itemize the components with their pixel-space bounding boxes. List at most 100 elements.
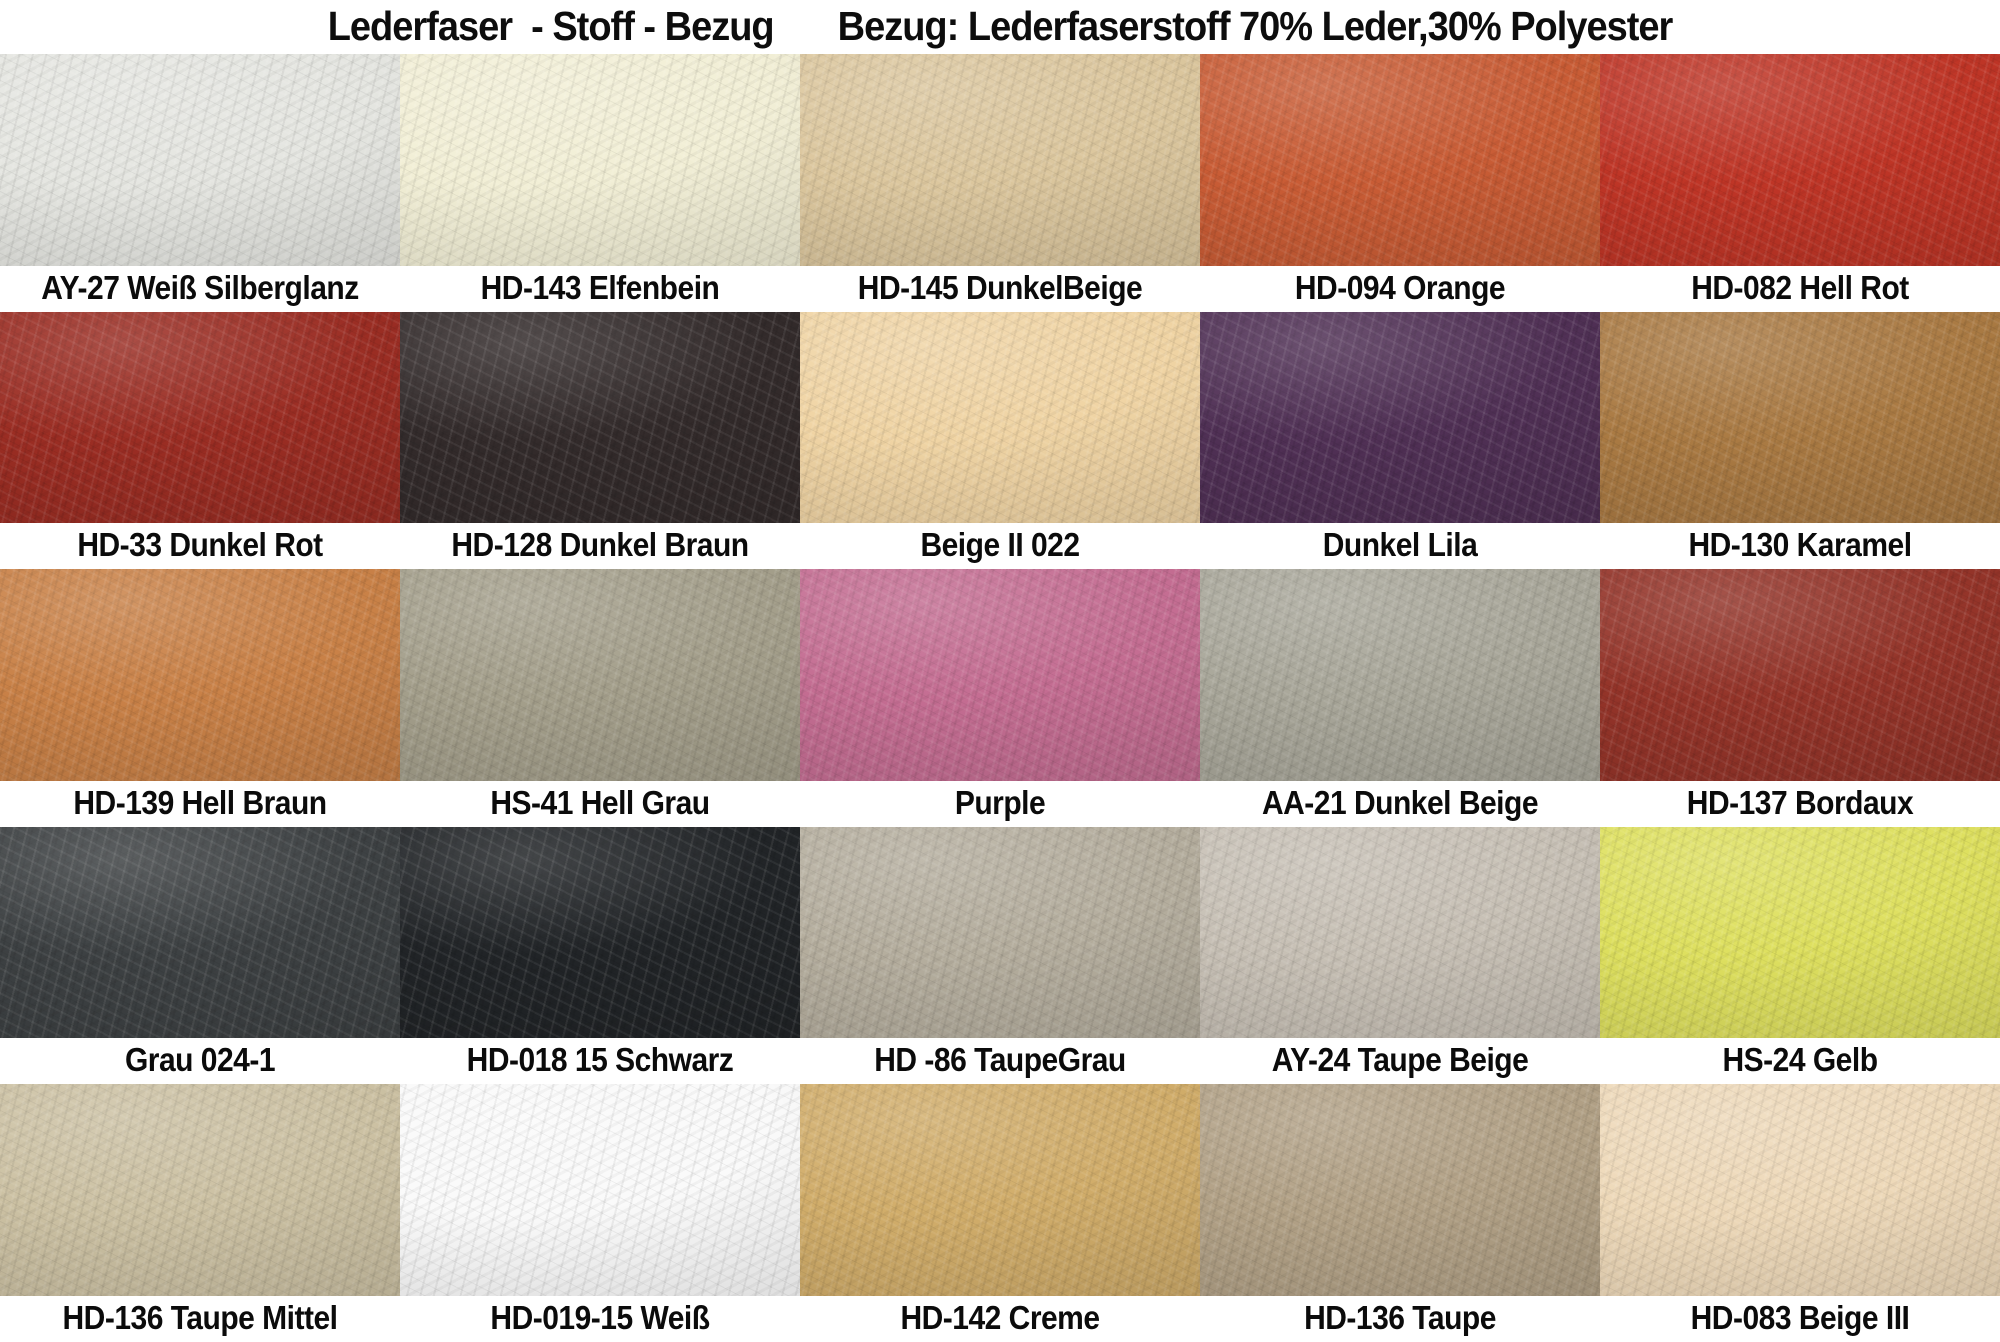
leather-swatch (800, 311, 1200, 524)
swatch-caption: HD-136 Taupe Mittel (0, 1296, 400, 1342)
swatch-cell: AA-21 Dunkel Beige (1200, 569, 1600, 827)
leather-swatch (0, 311, 400, 524)
leather-swatch (1200, 826, 1600, 1039)
swatch-label: Grau 024-1 (124, 1042, 276, 1079)
leather-swatch (0, 1084, 400, 1296)
swatch-label: HD-143 Elfenbein (480, 269, 720, 307)
swatch-caption: Dunkel Lila (1200, 523, 1600, 570)
swatch-caption: HD-083 Beige III (1600, 1296, 2000, 1342)
swatch-cell: HD-128 Dunkel Braun (400, 311, 800, 570)
swatch-cell: Beige II 022 (800, 311, 1200, 570)
swatch-cell: HD-143 Elfenbein (400, 54, 800, 312)
swatch-cell: HD-083 Beige III (1600, 1084, 2000, 1342)
leather-swatch (1200, 1084, 1600, 1296)
swatch-label: HD-083 Beige III (1690, 1300, 1910, 1337)
leather-swatch (400, 569, 800, 781)
leather-swatch (800, 54, 1200, 266)
swatch-caption: HD-143 Elfenbein (400, 265, 800, 312)
swatch-caption: HD-136 Taupe (1200, 1296, 1600, 1342)
swatch-caption: HD-137 Bordaux (1600, 780, 2000, 827)
page-header: Lederfaser - Stoff - Bezug Bezug: Lederf… (0, 0, 2000, 54)
swatch-label: Beige II 022 (920, 527, 1080, 564)
swatch-cell: Grau 024-1 (0, 826, 400, 1085)
swatch-caption: HD-019-15 Weiß (400, 1296, 800, 1342)
swatch-cell: HD-130 Karamel (1600, 311, 2000, 570)
swatch-caption: HD-094 Orange (1200, 265, 1600, 312)
swatch-caption: HS-41 Hell Grau (400, 780, 800, 827)
swatch-label: HD-142 Creme (900, 1300, 1100, 1337)
swatch-caption: AY-27 Weiß Silberglanz (0, 265, 400, 312)
swatch-grid: AY-27 Weiß Silberglanz HD-143 Elfenbein … (0, 54, 2000, 1342)
swatch-cell: HD-145 DunkelBeige (800, 54, 1200, 312)
leather-swatch (800, 1084, 1200, 1296)
swatch-label: HD-136 Taupe (1304, 1300, 1496, 1337)
swatch-caption: AA-21 Dunkel Beige (1200, 780, 1600, 827)
swatch-cell: HD-139 Hell Braun (0, 569, 400, 827)
swatch-cell: HD-137 Bordaux (1600, 569, 2000, 827)
leather-swatch (1200, 54, 1600, 266)
swatch-label: Purple (954, 785, 1046, 822)
swatch-cell: HD-136 Taupe Mittel (0, 1084, 400, 1342)
leather-swatch (1600, 569, 2000, 781)
swatch-label: Dunkel Lila (1322, 527, 1478, 564)
swatch-cell: HD-142 Creme (800, 1084, 1200, 1342)
swatch-caption: HD-018 15 Schwarz (400, 1038, 800, 1085)
swatch-cell: HD-018 15 Schwarz (400, 826, 800, 1085)
swatch-caption: HD-130 Karamel (1600, 523, 2000, 570)
swatch-cell: AY-27 Weiß Silberglanz (0, 54, 400, 312)
swatch-cell: HD -86 TaupeGrau (800, 826, 1200, 1085)
swatch-cell: HD-094 Orange (1200, 54, 1600, 312)
swatch-label: HD-33 Dunkel Rot (77, 527, 323, 564)
swatch-cell: Dunkel Lila (1200, 311, 1600, 570)
swatch-label: HD-130 Karamel (1688, 527, 1912, 564)
swatch-label: HD-137 Bordaux (1686, 785, 1914, 822)
leather-swatch (0, 826, 400, 1039)
leather-swatch (800, 826, 1200, 1039)
swatch-cell: HD-082 Hell Rot (1600, 54, 2000, 312)
leather-swatch (1600, 1084, 2000, 1296)
leather-swatch (1600, 54, 2000, 266)
swatch-cell: AY-24 Taupe Beige (1200, 826, 1600, 1085)
swatch-caption: HD-142 Creme (800, 1296, 1200, 1342)
leather-swatch (800, 569, 1200, 781)
swatch-label: AY-24 Taupe Beige (1271, 1042, 1529, 1079)
swatch-caption: HD-145 DunkelBeige (800, 265, 1200, 312)
swatch-caption: Beige II 022 (800, 523, 1200, 570)
swatch-caption: AY-24 Taupe Beige (1200, 1038, 1600, 1085)
swatch-label: HS-41 Hell Grau (490, 785, 710, 822)
swatch-caption: HD -86 TaupeGrau (800, 1038, 1200, 1085)
swatch-label: HD-082 Hell Rot (1691, 269, 1909, 307)
page-title-left: Lederfaser - Stoff - Bezug (327, 3, 775, 50)
leather-swatch (400, 311, 800, 524)
swatch-label: HD-136 Taupe Mittel (62, 1300, 339, 1337)
swatch-caption: HD-139 Hell Braun (0, 780, 400, 827)
leather-swatch (0, 54, 400, 266)
swatch-label: HD-145 DunkelBeige (857, 269, 1143, 307)
swatch-label: HD-018 15 Schwarz (466, 1042, 734, 1079)
leather-swatch (1200, 311, 1600, 524)
swatch-label: AY-27 Weiß Silberglanz (41, 269, 359, 307)
swatch-cell: HD-33 Dunkel Rot (0, 311, 400, 570)
swatch-label: HS-24 Gelb (1722, 1042, 1878, 1079)
leather-swatch (400, 1084, 800, 1296)
page-title-right: Bezug: Lederfaserstoff 70% Leder,30% Pol… (837, 3, 1674, 50)
swatch-label: HD-128 Dunkel Braun (451, 527, 749, 564)
swatch-label: AA-21 Dunkel Beige (1261, 785, 1539, 822)
swatch-caption: HD-082 Hell Rot (1600, 265, 2000, 312)
swatch-caption: HD-128 Dunkel Braun (400, 523, 800, 570)
swatch-caption: Grau 024-1 (0, 1038, 400, 1085)
swatch-cell: HS-24 Gelb (1600, 826, 2000, 1085)
leather-swatch (1600, 311, 2000, 524)
swatch-label: HD-094 Orange (1294, 269, 1506, 307)
swatch-label: HD-139 Hell Braun (73, 785, 327, 822)
swatch-cell: Purple (800, 569, 1200, 827)
leather-swatch (400, 826, 800, 1039)
leather-swatch (1200, 569, 1600, 781)
leather-swatch (1600, 826, 2000, 1039)
leather-swatch (400, 54, 800, 266)
swatch-cell: HS-41 Hell Grau (400, 569, 800, 827)
swatch-cell: HD-136 Taupe (1200, 1084, 1600, 1342)
swatch-caption: Purple (800, 780, 1200, 827)
swatch-caption: HD-33 Dunkel Rot (0, 523, 400, 570)
